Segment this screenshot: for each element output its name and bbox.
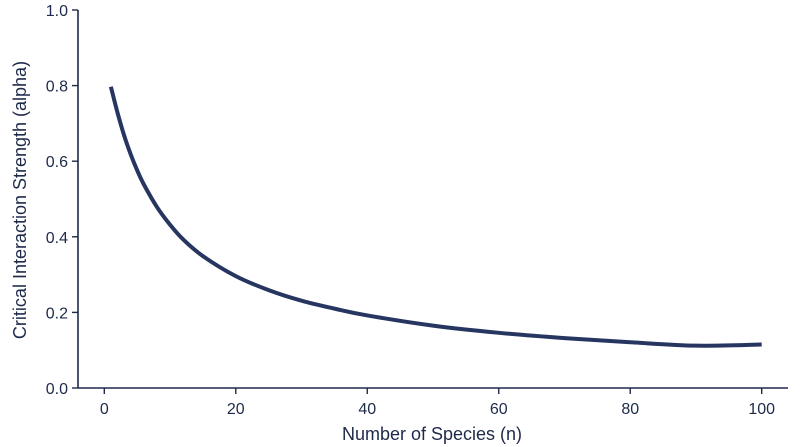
x-tick-label: 80: [621, 401, 639, 418]
plot-area: [108, 86, 762, 348]
x-tick-label: 60: [490, 401, 508, 418]
y-tick-label: 0.0: [46, 381, 68, 398]
y-axis: 0.0 0.2 0.4 0.6 0.8 1.0: [46, 3, 79, 398]
y-tick-label: 0.4: [46, 230, 68, 247]
x-tick-label: 100: [748, 401, 775, 418]
y-axis-label: Critical Interaction Strength (alpha): [10, 61, 30, 339]
x-tick-label: 0: [100, 401, 109, 418]
x-tick-label: 20: [227, 401, 245, 418]
x-tick-label: 40: [358, 401, 376, 418]
y-tick-label: 1.0: [46, 3, 68, 20]
y-tick-label: 0.2: [46, 305, 68, 322]
y-tick-label: 0.8: [46, 79, 68, 96]
x-axis-label: Number of Species (n): [342, 424, 522, 444]
series-line: [108, 86, 762, 348]
x-axis: 0 20 40 60 80 100: [78, 387, 788, 418]
y-tick-label: 0.6: [46, 154, 68, 171]
